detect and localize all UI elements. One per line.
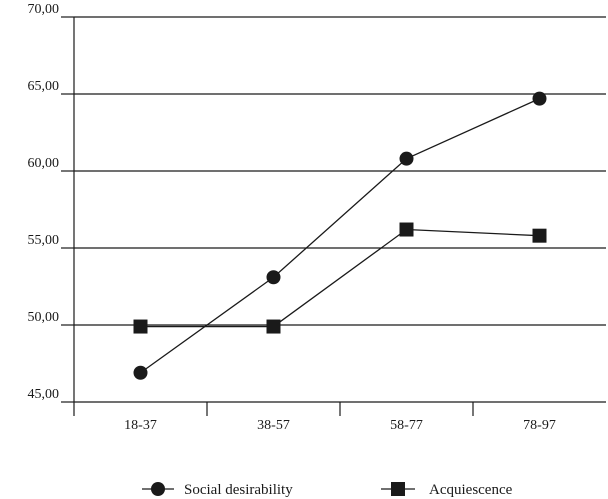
series-line <box>140 98 540 374</box>
data-point <box>532 228 547 243</box>
x-tick-label: 38-57 <box>257 418 290 433</box>
data-point <box>399 222 414 237</box>
data-point <box>399 151 414 166</box>
legend-marker <box>391 482 405 496</box>
legend-item-1: Acquiescence <box>381 482 513 498</box>
x-tick-label: 58-77 <box>390 418 423 433</box>
series-1 <box>133 222 547 334</box>
y-tick-label: 60,00 <box>28 156 60 171</box>
data-point <box>266 319 281 334</box>
data-point <box>266 270 281 285</box>
data-point <box>133 365 148 380</box>
y-tick-label: 65,00 <box>28 79 60 94</box>
legend: Social desirability Acquiescence <box>142 482 513 498</box>
series-layer <box>133 91 547 380</box>
data-point <box>532 91 547 106</box>
x-tick-label: 18-37 <box>124 418 157 433</box>
legend-label: Social desirability <box>184 482 293 498</box>
y-tick-label: 50,00 <box>28 310 60 325</box>
legend-marker <box>151 482 165 496</box>
legend-item-0: Social desirability <box>142 482 293 498</box>
grid-lines <box>74 16 606 326</box>
series-line <box>140 228 540 328</box>
series-0 <box>133 91 547 380</box>
y-tick-label: 45,00 <box>28 387 60 402</box>
y-tick-label: 70,00 <box>28 2 60 17</box>
axes: 45,00 50,00 55,00 60,00 65,00 70,00 18-37 38-57… <box>28 2 606 433</box>
y-tick-label: 55,00 <box>28 233 60 248</box>
x-tick-label: 78-97 <box>523 418 556 433</box>
legend-label: Acquiescence <box>429 482 513 498</box>
data-point <box>133 319 148 334</box>
